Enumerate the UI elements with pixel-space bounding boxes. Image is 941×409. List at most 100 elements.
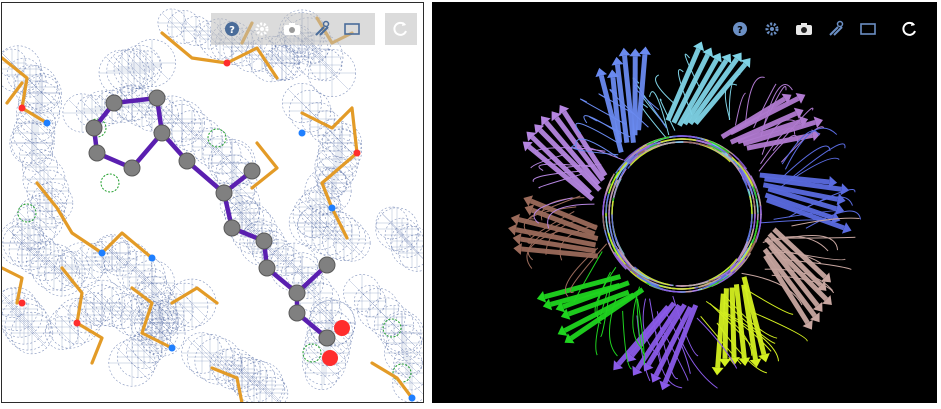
strand-arrowhead bbox=[632, 365, 643, 376]
ligand-atom bbox=[215, 184, 233, 202]
structure-canvas[interactable] bbox=[432, 2, 937, 403]
reset-view-button[interactable] bbox=[894, 16, 926, 42]
help-button[interactable]: ? bbox=[217, 13, 247, 45]
chain-subunit bbox=[571, 46, 667, 158]
strand-arrowhead bbox=[811, 129, 821, 142]
coil-loop bbox=[636, 315, 651, 382]
mesh-line bbox=[104, 241, 152, 289]
positive-density-blob bbox=[17, 203, 37, 223]
tools-button[interactable] bbox=[307, 13, 337, 45]
beta-strand bbox=[764, 192, 834, 221]
mesh-line bbox=[333, 224, 371, 262]
coil-loop bbox=[761, 119, 796, 155]
screenshot-button[interactable] bbox=[277, 13, 307, 45]
tools-button[interactable] bbox=[820, 16, 852, 42]
coil-loop bbox=[598, 93, 635, 115]
coil-loop bbox=[655, 74, 676, 105]
mesh-line bbox=[2, 219, 46, 267]
beta-strand bbox=[614, 64, 630, 143]
mesh-line bbox=[181, 118, 223, 160]
strand-arrowhead bbox=[650, 372, 662, 383]
beta-strand bbox=[762, 247, 817, 318]
beta-strand bbox=[733, 284, 747, 359]
beta-strand bbox=[737, 119, 802, 145]
mesh-line bbox=[187, 334, 233, 380]
settings-button[interactable] bbox=[247, 13, 277, 45]
beta-strand bbox=[527, 144, 595, 202]
strand-arrowhead bbox=[731, 52, 742, 63]
mesh-line bbox=[117, 336, 159, 378]
coil-loop bbox=[766, 234, 839, 251]
settings-button[interactable] bbox=[756, 16, 788, 42]
mesh-line bbox=[236, 361, 284, 402]
chain-subunit bbox=[508, 195, 608, 297]
mesh-line bbox=[111, 294, 153, 336]
density-map-viewer[interactable]: ? bbox=[1, 2, 424, 403]
strand-arrowhead bbox=[828, 176, 838, 188]
coil-loop bbox=[790, 143, 846, 179]
beta-strand bbox=[517, 217, 599, 242]
beta-strand bbox=[544, 120, 601, 186]
fullscreen-button[interactable] bbox=[337, 13, 367, 45]
barrel-strand bbox=[605, 138, 759, 290]
mesh-line bbox=[13, 112, 55, 154]
mesh-line bbox=[297, 204, 343, 250]
ligand-atom bbox=[255, 232, 273, 250]
oxygen-atom bbox=[353, 149, 361, 157]
structure-viewer[interactable]: ? bbox=[432, 2, 937, 403]
mesh-line bbox=[113, 48, 155, 90]
strand-arrowhead bbox=[508, 223, 518, 236]
reset-view-button[interactable] bbox=[385, 13, 417, 45]
beta-strand bbox=[768, 244, 820, 308]
tools-icon bbox=[829, 20, 844, 36]
mesh-line bbox=[137, 276, 171, 310]
mesh-line bbox=[11, 312, 53, 354]
coil-loop bbox=[805, 210, 862, 229]
coil-loop bbox=[791, 217, 860, 227]
strand-arrowhead bbox=[522, 141, 533, 152]
strand-arrowhead bbox=[523, 195, 534, 207]
mesh-line bbox=[181, 16, 211, 46]
right-viewer-toolbar: ? bbox=[724, 16, 926, 42]
mesh-line bbox=[171, 110, 213, 152]
oxygen-atom bbox=[223, 59, 231, 67]
mesh-line bbox=[160, 283, 208, 331]
coil-loop bbox=[771, 274, 835, 294]
oxygen-atom bbox=[18, 104, 26, 112]
beta-strand bbox=[549, 282, 621, 307]
strand-arrowhead bbox=[595, 67, 608, 78]
strand-arrowhead bbox=[795, 93, 806, 104]
svg-text:?: ? bbox=[737, 25, 743, 36]
fullscreen-button[interactable] bbox=[852, 16, 884, 42]
beta-strand bbox=[764, 236, 829, 302]
residue-stick bbox=[35, 181, 154, 260]
ligand-atom bbox=[178, 152, 196, 170]
screenshot-button[interactable] bbox=[788, 16, 820, 42]
mesh-line bbox=[308, 49, 356, 97]
strand-arrowhead bbox=[816, 280, 827, 291]
strand-arrowhead bbox=[638, 46, 651, 55]
mesh-line bbox=[213, 348, 255, 390]
mesh-cell bbox=[308, 299, 356, 347]
beta-strand bbox=[538, 128, 602, 192]
mesh-line bbox=[74, 243, 110, 279]
residue-stick bbox=[250, 141, 279, 190]
ligand-atom bbox=[148, 89, 166, 107]
oxygen-atom bbox=[73, 319, 81, 327]
help-button[interactable]: ? bbox=[724, 16, 756, 42]
strand-arrowhead bbox=[836, 193, 846, 206]
oxygen-atom bbox=[18, 299, 26, 307]
ligand-oxygen-atom bbox=[334, 320, 350, 336]
nitrogen-atom bbox=[168, 344, 176, 352]
strand-arrowhead bbox=[821, 272, 831, 283]
strand-arrowhead bbox=[526, 131, 537, 142]
residue-stick bbox=[370, 361, 414, 400]
coil-loop bbox=[734, 92, 746, 126]
nitrogen-atom bbox=[298, 129, 306, 137]
mesh-line bbox=[16, 195, 64, 243]
strand-arrowhead bbox=[524, 204, 535, 216]
density-map-canvas[interactable] bbox=[2, 3, 424, 403]
chain-subunit bbox=[522, 105, 624, 229]
mesh-line bbox=[2, 287, 38, 331]
strand-arrowhead bbox=[693, 41, 705, 52]
